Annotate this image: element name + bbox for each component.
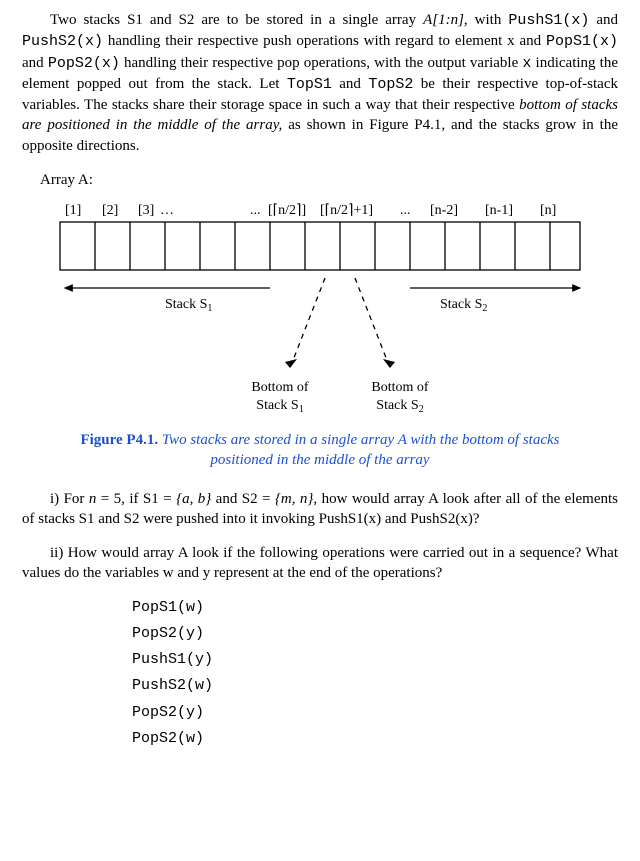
q1-mid: and S2 = bbox=[211, 491, 275, 507]
figure-wrap: Array A: [1] [2] [3] … ... [⌈n/2⌉] [⌈n/2… bbox=[22, 170, 618, 471]
array-figure-svg: [1] [2] [3] … ... [⌈n/2⌉] [⌈n/2⌉+1] ... … bbox=[30, 196, 610, 426]
intro-arr: A[1:n] bbox=[423, 12, 464, 28]
intro-seg4: handling their respective push operation… bbox=[103, 33, 546, 49]
idx-3: [3] bbox=[138, 203, 154, 218]
intro-seg2: , with bbox=[464, 12, 508, 28]
idx-n2: [n-2] bbox=[430, 203, 458, 218]
stack-s2-label: Stack S2 bbox=[440, 297, 487, 314]
intro-pop2: PopS2(x) bbox=[48, 55, 120, 72]
intro-seg3: and bbox=[589, 12, 618, 28]
intro-paragraph: Two stacks S1 and S2 are to be stored in… bbox=[22, 10, 618, 156]
idx-mid1: [⌈n/2⌉] bbox=[268, 203, 306, 218]
q1-s2set: {m, n} bbox=[275, 491, 314, 507]
q1-lead: i) For bbox=[50, 491, 89, 507]
intro-seg1: Two stacks S1 and S2 are to be stored in… bbox=[50, 12, 423, 28]
figure-caption-text: Two stacks are stored in a single array … bbox=[158, 432, 559, 468]
op-item: PushS2(w) bbox=[132, 676, 618, 696]
idx-el2: ... bbox=[400, 203, 411, 218]
op-item: PopS1(w) bbox=[132, 598, 618, 618]
array-rect bbox=[60, 222, 580, 270]
bottom-s1-label-line2: Stack S1 bbox=[256, 398, 303, 415]
bottom-s1-label-line1: Bottom of bbox=[251, 380, 309, 395]
op-item: PopS2(y) bbox=[132, 703, 618, 723]
intro-top1: TopS1 bbox=[287, 76, 332, 93]
op-item: PushS1(y) bbox=[132, 650, 618, 670]
figure-caption: Figure P4.1. Two stacks are stored in a … bbox=[52, 430, 588, 471]
idx-n: [n] bbox=[540, 203, 556, 218]
idx-1: [1] bbox=[65, 203, 81, 218]
q1-eq5: = 5, if S1 = bbox=[96, 491, 176, 507]
op-item: PopS2(y) bbox=[132, 624, 618, 644]
q1-s1set: {a, b} bbox=[176, 491, 211, 507]
intro-push2: PushS2(x) bbox=[22, 33, 103, 50]
intro-seg8: and bbox=[332, 76, 369, 92]
bottom-s2-label-line1: Bottom of bbox=[371, 380, 429, 395]
operations-list: PopS1(w) PopS2(y) PushS1(y) PushS2(w) Po… bbox=[132, 598, 618, 750]
intro-push1: PushS1(x) bbox=[508, 12, 589, 29]
idx-midell: ... bbox=[250, 203, 261, 218]
intro-seg5: and bbox=[22, 55, 48, 71]
idx-2: [2] bbox=[102, 203, 118, 218]
stack-s1-label: Stack S1 bbox=[165, 297, 212, 314]
question-i: i) For n = 5, if S1 = {a, b} and S2 = {m… bbox=[22, 489, 618, 530]
question-ii: ii) How would array A look if the follow… bbox=[22, 543, 618, 584]
op-item: PopS2(w) bbox=[132, 729, 618, 749]
idx-mid2: [⌈n/2⌉+1] bbox=[320, 203, 373, 218]
intro-seg6: handling their respective pop operations… bbox=[120, 55, 523, 71]
array-label: Array A: bbox=[40, 170, 618, 190]
idx-n1: [n-1] bbox=[485, 203, 513, 218]
bottom-s2-label-line2: Stack S2 bbox=[376, 398, 423, 415]
intro-top2: TopS2 bbox=[368, 76, 413, 93]
intro-pop1: PopS1(x) bbox=[546, 33, 618, 50]
idx-el1: … bbox=[160, 203, 174, 218]
figure-caption-lead: Figure P4.1. bbox=[80, 432, 158, 448]
